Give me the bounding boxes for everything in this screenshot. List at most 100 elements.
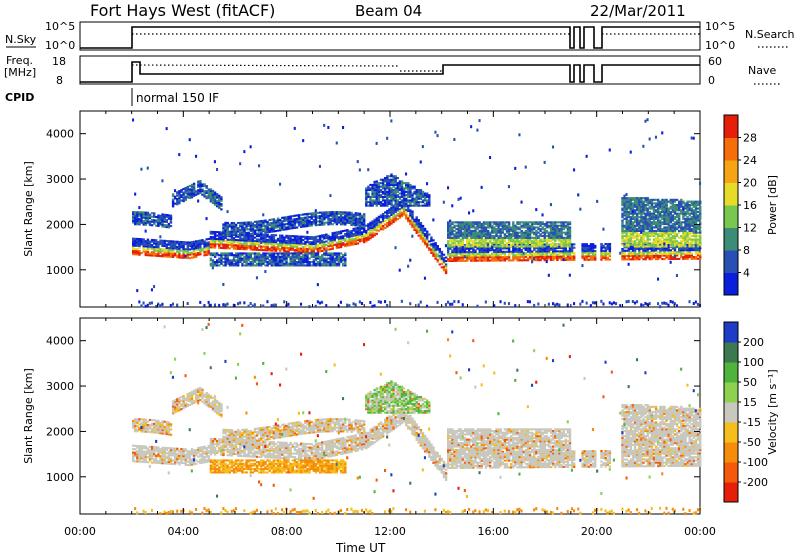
power-cell xyxy=(621,249,624,252)
power-cell xyxy=(146,211,150,214)
power-cell xyxy=(253,257,257,260)
power-cell xyxy=(636,197,639,200)
power-cell xyxy=(153,240,156,243)
power-cell xyxy=(260,228,263,231)
power-cell xyxy=(344,213,347,216)
power-cell xyxy=(545,226,549,229)
power-cell xyxy=(453,258,456,261)
power-cell xyxy=(648,223,651,226)
power-cell xyxy=(321,257,324,260)
power-cell xyxy=(621,233,624,236)
power-cell xyxy=(255,259,259,262)
power-cell xyxy=(272,254,276,257)
power-cell xyxy=(323,262,326,265)
power-cell xyxy=(165,240,168,243)
power-cell xyxy=(419,204,423,207)
power-cell xyxy=(297,219,301,222)
power-cell xyxy=(497,226,500,229)
power-cell xyxy=(415,218,418,221)
power-cell xyxy=(531,260,534,264)
power-cell xyxy=(564,221,567,224)
power-cell xyxy=(423,276,426,280)
power-cell xyxy=(270,218,273,221)
power-cell xyxy=(531,241,534,244)
power-cell xyxy=(356,222,360,225)
power-cell xyxy=(276,248,280,251)
power-cell xyxy=(390,119,393,123)
power-cell xyxy=(148,215,152,218)
power-cell xyxy=(356,233,360,236)
power-cell xyxy=(308,236,311,239)
power-cell xyxy=(430,243,433,246)
power-cell xyxy=(470,233,473,236)
power-cell xyxy=(405,172,408,176)
power-cell xyxy=(314,262,318,265)
power-cell xyxy=(472,256,475,259)
power-cell xyxy=(535,254,538,257)
power-cell xyxy=(285,245,288,248)
power-cell xyxy=(528,235,532,238)
power-cell xyxy=(207,250,210,253)
power-cell xyxy=(642,240,645,243)
power-cell xyxy=(459,247,462,250)
power-cell xyxy=(522,259,525,262)
power-cell xyxy=(253,243,257,246)
power-cell xyxy=(321,221,324,224)
power-cell xyxy=(533,303,536,307)
power-cell xyxy=(318,255,322,258)
power-cell xyxy=(631,246,635,249)
power-cell xyxy=(205,197,208,200)
power-cell xyxy=(407,264,410,268)
power-cell xyxy=(163,239,166,242)
power-cell xyxy=(392,197,395,200)
power-cell xyxy=(197,185,200,188)
power-cell xyxy=(625,193,628,196)
power-cell xyxy=(600,244,603,247)
power-cell xyxy=(279,236,282,239)
power-cell xyxy=(543,247,546,250)
power-cell xyxy=(493,240,496,243)
power-cell xyxy=(457,226,460,229)
power-cell xyxy=(207,188,210,191)
power-cell xyxy=(279,264,282,267)
power-cell xyxy=(409,212,412,215)
power-cell xyxy=(289,224,292,227)
power-cell xyxy=(444,265,448,268)
power-cell xyxy=(486,247,490,250)
power-cell xyxy=(644,228,647,231)
power-cell xyxy=(363,225,366,228)
power-cell xyxy=(419,232,423,235)
power-cell xyxy=(468,231,471,234)
power-cell xyxy=(310,244,313,247)
power-cell xyxy=(507,229,511,232)
power-cell xyxy=(384,214,387,217)
power-cell xyxy=(625,241,628,244)
power-cell xyxy=(348,242,351,245)
power-cell xyxy=(186,257,189,260)
power-cell xyxy=(447,235,450,238)
power-cell xyxy=(314,255,318,258)
power-cell xyxy=(447,186,450,190)
power-cell xyxy=(213,241,217,244)
power-cell xyxy=(535,231,538,234)
power-cell xyxy=(182,193,185,196)
power-cell xyxy=(602,253,605,256)
power-cell xyxy=(623,214,626,217)
power-cell xyxy=(539,241,542,244)
power-cell xyxy=(436,245,439,248)
power-cell xyxy=(507,255,511,258)
power-cell xyxy=(381,224,385,227)
power-cell xyxy=(398,208,402,211)
power-cell xyxy=(417,220,420,223)
power-cell xyxy=(516,223,519,226)
power-cell xyxy=(486,250,490,253)
power-cell xyxy=(415,230,418,233)
power-cell xyxy=(138,300,141,304)
power-cell xyxy=(358,231,362,234)
power-cell xyxy=(520,200,523,204)
power-cell xyxy=(163,224,166,227)
power-cell xyxy=(390,217,393,220)
power-cell xyxy=(180,254,183,257)
power-cell xyxy=(375,192,378,195)
power-cell xyxy=(356,217,360,220)
